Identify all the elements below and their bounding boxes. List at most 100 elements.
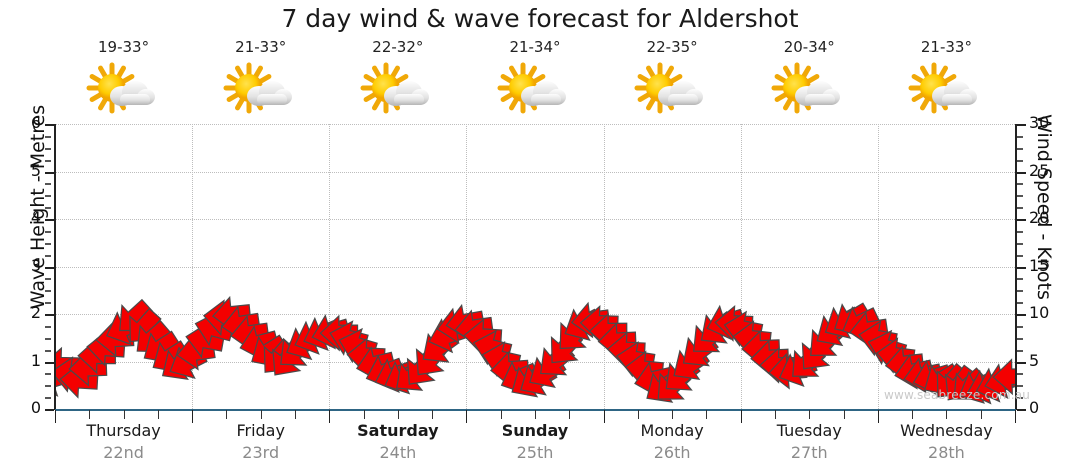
x-tick — [89, 410, 91, 419]
day-header-thursday: 19-33° — [55, 38, 192, 126]
day-footer-wednesday: Wednesday 28th — [878, 420, 1015, 468]
temperature-range: 19-33° — [98, 38, 150, 56]
x-tick — [946, 410, 948, 419]
y-tick — [45, 361, 54, 364]
gridline-h-2 — [55, 314, 1015, 315]
wind-arrow-series — [55, 295, 1015, 405]
y-tick-label: 0 — [30, 398, 41, 417]
y-tick — [45, 409, 54, 411]
page-title: 7 day wind & wave forecast for Aldershot — [281, 4, 799, 33]
y-tick-label: 1 — [30, 350, 41, 370]
sun-behind-cloud-icon — [223, 60, 299, 116]
y-tick — [1017, 314, 1026, 316]
sun-behind-cloud-icon — [360, 60, 436, 116]
y-tick — [45, 266, 54, 269]
temperature-range: 22-35° — [646, 38, 698, 56]
y-tick — [45, 207, 51, 210]
y-tick — [45, 325, 51, 328]
y-tick — [1017, 373, 1023, 376]
y-tick-label: 6 — [30, 113, 41, 132]
wind-arrow — [992, 358, 1015, 396]
y-tick — [1017, 219, 1026, 221]
y-tick — [45, 124, 54, 126]
y-tick-label: 2 — [30, 303, 41, 322]
y-tick — [1017, 349, 1023, 352]
y-tick — [45, 385, 51, 388]
x-tick — [569, 410, 571, 419]
day-name: Monday — [640, 421, 704, 440]
day-name: Saturday — [357, 421, 439, 440]
y-tick — [45, 219, 54, 221]
y-tick — [1017, 183, 1023, 186]
y-tick — [1017, 278, 1023, 281]
day-number: 27th — [790, 443, 828, 462]
y-tick — [45, 290, 51, 293]
y-tick — [45, 254, 51, 257]
y-tick — [1017, 207, 1023, 210]
y-tick — [1017, 409, 1026, 411]
y-tick — [1017, 242, 1023, 245]
x-tick — [809, 410, 811, 419]
gridline-v-day-2 — [329, 124, 331, 409]
temperature-range: 20-34° — [783, 38, 835, 56]
y-tick-label: 3 — [30, 255, 41, 275]
day-number: 26th — [653, 443, 691, 462]
y-tick-label: 4 — [30, 208, 41, 227]
y-tick — [1017, 385, 1023, 388]
x-tick — [55, 410, 56, 423]
gridline-h-5 — [55, 171, 1015, 173]
left-axis-line — [54, 124, 56, 410]
y-tick — [45, 147, 51, 150]
temperature-range: 21-33° — [235, 38, 287, 56]
sun-behind-cloud-icon — [908, 60, 984, 116]
y-tick — [45, 195, 51, 198]
day-footer-saturday: Saturday 24th — [329, 420, 466, 468]
y-tick — [45, 183, 51, 186]
day-name: Sunday — [501, 421, 569, 440]
y-tick — [45, 230, 51, 233]
y-tick — [45, 171, 54, 174]
y-tick — [45, 159, 51, 162]
day-name: Tuesday — [776, 421, 842, 440]
y-tick — [1017, 171, 1026, 174]
y-tick — [1017, 159, 1023, 162]
y-tick — [45, 373, 51, 376]
y-tick — [1017, 195, 1023, 198]
x-tick — [912, 410, 914, 419]
temperature-range: 21-34° — [509, 38, 561, 56]
x-tick — [672, 410, 674, 419]
y-tick — [1017, 230, 1023, 233]
y-tick-label: 15 — [1029, 255, 1050, 275]
gridline-h-3 — [55, 266, 1015, 268]
day-footer-friday: Friday 23rd — [192, 420, 329, 468]
gridline-v-day-1 — [192, 124, 194, 409]
day-name: Wednesday — [900, 421, 993, 440]
gridline-h-4 — [55, 219, 1015, 220]
y-tick — [45, 397, 51, 400]
x-tick — [500, 410, 502, 419]
y-tick — [45, 314, 54, 316]
gridline-h-1 — [55, 361, 1015, 363]
x-tick — [226, 410, 228, 419]
x-tick — [329, 410, 331, 423]
day-header-friday: 21-33° — [192, 38, 329, 126]
day-footer-tuesday: Tuesday 27th — [741, 420, 878, 468]
day-footer-sunday: Sunday 25th — [466, 420, 603, 468]
y-tick — [45, 349, 51, 352]
sun-behind-cloud-icon — [634, 60, 710, 116]
gridline-v-day-3 — [466, 124, 468, 409]
y-tick — [1017, 361, 1026, 364]
y-tick — [1017, 397, 1023, 400]
x-tick — [775, 410, 776, 419]
y-tick-label: 10 — [1029, 303, 1050, 322]
y-tick — [45, 242, 51, 245]
gridline-v-day-5 — [740, 124, 742, 409]
y-tick-label: 0 — [1029, 398, 1040, 417]
y-tick — [45, 337, 51, 340]
y-tick — [1017, 135, 1023, 138]
temperature-range: 21-33° — [920, 38, 972, 56]
day-header-wednesday: 21-33° — [878, 38, 1015, 126]
sun-behind-cloud-icon — [86, 60, 162, 116]
gridline-h-6 — [55, 124, 1015, 125]
